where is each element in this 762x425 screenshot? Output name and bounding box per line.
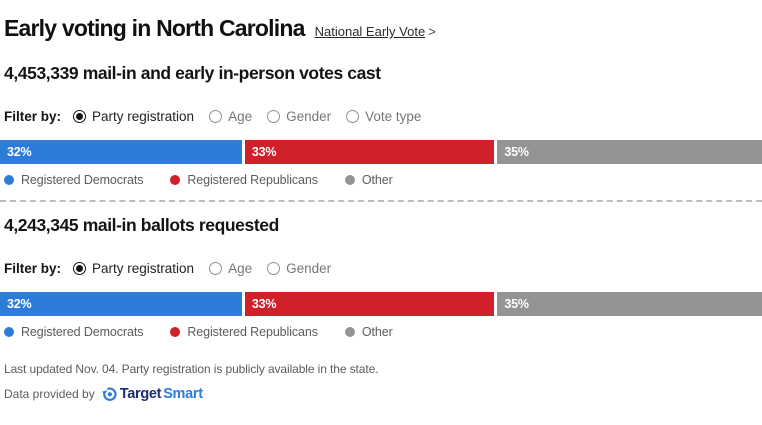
header: Early voting in North Carolina National …: [0, 0, 762, 41]
dashed-divider: [0, 200, 762, 202]
radio-label: Gender: [286, 261, 332, 276]
radio-icon: [73, 110, 87, 123]
votes-cast-section: 4,453,339 mail-in and early in-person vo…: [0, 63, 762, 187]
votes-cast-legend: Registered Democrats Registered Republic…: [0, 173, 762, 187]
legend-item-republicans: Registered Republicans: [170, 325, 318, 339]
radio-age[interactable]: Age: [209, 261, 252, 276]
legend-item-other: Other: [344, 325, 393, 339]
legend-label: Registered Republicans: [187, 325, 318, 339]
bar-segment-other: 35%: [497, 140, 762, 164]
chevron-right-icon: >: [428, 24, 436, 39]
radio-label: Vote type: [365, 109, 422, 124]
legend-label: Registered Republicans: [187, 173, 318, 187]
targetsmart-logo-smart: Smart: [163, 385, 203, 402]
ballots-requested-heading: 4,243,345 mail-in ballots requested: [4, 215, 279, 235]
filter-by-label: Filter by:: [4, 261, 62, 276]
radio-label: Age: [228, 109, 253, 124]
radio-label: Party registration: [92, 109, 195, 124]
radio-label: Age: [228, 261, 253, 276]
data-provided-by-label: Data provided by: [4, 386, 95, 401]
radio-icon: [73, 262, 87, 275]
bar-segment-republicans: 33%: [244, 140, 495, 164]
radio-party-registration[interactable]: Party registration: [73, 261, 194, 276]
radio-age[interactable]: Age: [209, 109, 252, 124]
ballots-requested-section: 4,243,345 mail-in ballots requested Filt…: [0, 215, 762, 339]
bar-segment-other: 35%: [497, 292, 762, 316]
votes-cast-filter-row: Filter by: Party registration Age Gender…: [0, 109, 762, 124]
democrat-dot-icon: [4, 327, 14, 337]
segment-value-label: 32%: [7, 297, 32, 311]
radio-icon: [209, 110, 223, 123]
segment-value-label: 35%: [504, 145, 529, 159]
other-dot-icon: [344, 175, 355, 185]
radio-label: Party registration: [92, 261, 195, 276]
radio-icon: [209, 262, 223, 275]
segment-value-label: 33%: [251, 145, 277, 159]
data-provider-row: Data provided by Target Smart: [0, 385, 762, 402]
radio-vote-type[interactable]: Vote type: [346, 109, 421, 124]
last-updated-note: Last updated Nov. 04. Party registration…: [4, 362, 379, 376]
ballots-requested-filter-row: Filter by: Party registration Age Gender: [0, 261, 762, 276]
bar-segment-democrats: 32%: [0, 292, 242, 316]
segment-value-label: 35%: [504, 297, 529, 311]
legend-label: Registered Democrats: [21, 325, 144, 339]
radio-gender[interactable]: Gender: [267, 261, 331, 276]
targetsmart-logo[interactable]: Target Smart: [101, 385, 203, 402]
national-early-vote-link-label: National Early Vote: [314, 24, 426, 39]
democrat-dot-icon: [4, 175, 14, 185]
legend-item-democrats: Registered Democrats: [4, 325, 143, 339]
legend-label: Registered Democrats: [21, 173, 144, 187]
legend-item-democrats: Registered Democrats: [4, 173, 143, 187]
radio-icon: [267, 110, 281, 123]
legend-item-republicans: Registered Republicans: [170, 173, 318, 187]
targetsmart-icon: [101, 387, 117, 401]
ballots-requested-stacked-bar: 32% 33% 35%: [0, 292, 762, 316]
radio-party-registration[interactable]: Party registration: [73, 109, 194, 124]
legend-item-other: Other: [344, 173, 393, 187]
segment-value-label: 33%: [251, 297, 277, 311]
filter-by-label: Filter by:: [4, 109, 62, 124]
other-dot-icon: [344, 327, 355, 337]
republican-dot-icon: [170, 175, 181, 185]
votes-cast-stacked-bar: 32% 33% 35%: [0, 140, 762, 164]
ballots-requested-legend: Registered Democrats Registered Republic…: [0, 325, 762, 339]
bar-segment-republicans: 33%: [244, 292, 495, 316]
legend-label: Other: [361, 173, 393, 187]
republican-dot-icon: [170, 327, 181, 337]
votes-cast-heading: 4,453,339 mail-in and early in-person vo…: [4, 63, 381, 83]
radio-label: Gender: [286, 109, 332, 124]
bar-segment-democrats: 32%: [0, 140, 242, 164]
legend-label: Other: [361, 325, 393, 339]
radio-gender[interactable]: Gender: [267, 109, 331, 124]
radio-icon: [267, 262, 281, 275]
segment-value-label: 32%: [7, 145, 32, 159]
national-early-vote-link[interactable]: National Early Vote >: [315, 24, 436, 39]
page-title: Early voting in North Carolina: [4, 15, 305, 41]
radio-icon: [346, 110, 360, 123]
targetsmart-logo-target: Target: [119, 385, 162, 402]
